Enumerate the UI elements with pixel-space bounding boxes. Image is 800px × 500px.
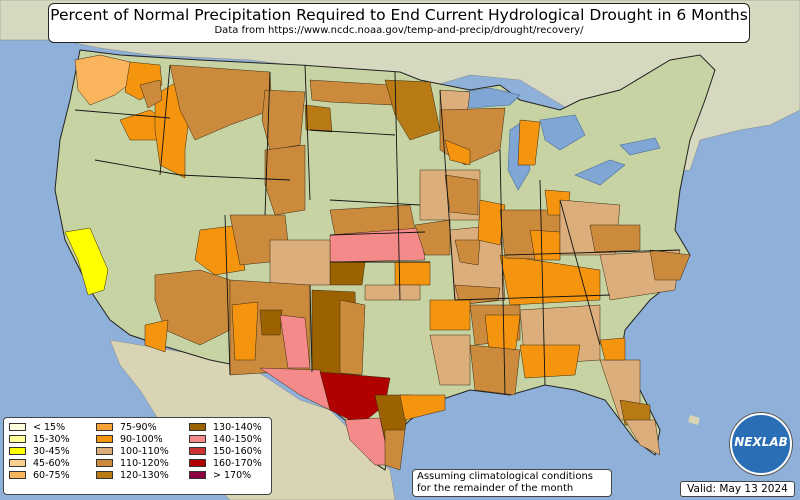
legend-swatch <box>189 435 206 443</box>
legend-swatch <box>96 459 113 467</box>
legend-swatch <box>9 423 26 431</box>
legend-swatch <box>189 459 206 467</box>
legend-label: > 170% <box>213 469 252 481</box>
legend-label: 75-90% <box>120 421 157 433</box>
legend-item: > 170% <box>189 469 262 481</box>
legend-swatch <box>189 423 206 431</box>
legend: < 15% 15-30% 30-45% 45-60% 60-75% 75-90%… <box>3 417 272 495</box>
legend-swatch <box>9 459 26 467</box>
legend-item: 60-75% <box>9 469 70 481</box>
legend-item: 110-120% <box>96 457 169 469</box>
nexlab-logo: NEXLAB <box>730 413 792 475</box>
logo-text: NEXLAB <box>734 435 788 449</box>
legend-item: 30-45% <box>9 445 70 457</box>
legend-item: 130-140% <box>189 421 262 433</box>
legend-item: 140-150% <box>189 433 262 445</box>
legend-label: 45-60% <box>33 457 70 469</box>
legend-label: < 15% <box>33 421 66 433</box>
legend-label: 160-170% <box>213 457 262 469</box>
legend-item: 160-170% <box>189 457 262 469</box>
legend-label: 120-130% <box>120 469 169 481</box>
legend-swatch <box>96 471 113 479</box>
legend-label: 30-45% <box>33 445 70 457</box>
legend-item: 15-30% <box>9 433 70 445</box>
legend-swatch <box>9 435 26 443</box>
legend-item: 100-110% <box>96 445 169 457</box>
bahamas <box>688 415 700 425</box>
legend-swatch <box>189 447 206 455</box>
legend-item: 120-130% <box>96 469 169 481</box>
legend-label: 100-110% <box>120 445 169 457</box>
map-subtitle: Data from https://www.ncdc.noaa.gov/temp… <box>214 25 584 36</box>
legend-swatch <box>189 471 206 479</box>
legend-item: 150-160% <box>189 445 262 457</box>
legend-swatch <box>96 447 113 455</box>
legend-label: 110-120% <box>120 457 169 469</box>
legend-swatch <box>96 423 113 431</box>
state-borders <box>74 64 681 396</box>
legend-item: < 15% <box>9 421 70 433</box>
legend-item: 90-100% <box>96 433 169 445</box>
legend-item: 75-90% <box>96 421 169 433</box>
legend-swatch <box>9 471 26 479</box>
note-line-1: Assuming climatological conditions <box>417 471 593 482</box>
legend-label: 130-140% <box>213 421 262 433</box>
legend-swatch <box>96 435 113 443</box>
legend-swatch <box>9 447 26 455</box>
valid-date: Valid: May 13 2024 <box>680 481 795 497</box>
map-title: Percent of Normal Precipitation Required… <box>50 6 748 24</box>
note-line-2: for the remainder of the month <box>417 483 574 494</box>
legend-label: 15-30% <box>33 433 70 445</box>
legend-label: 140-150% <box>213 433 262 445</box>
legend-label: 60-75% <box>33 469 70 481</box>
legend-label: 90-100% <box>120 433 163 445</box>
legend-item: 45-60% <box>9 457 70 469</box>
title-box: Percent of Normal Precipitation Required… <box>48 3 750 43</box>
assumption-note: Assuming climatological conditions for t… <box>412 469 612 497</box>
legend-label: 150-160% <box>213 445 262 457</box>
